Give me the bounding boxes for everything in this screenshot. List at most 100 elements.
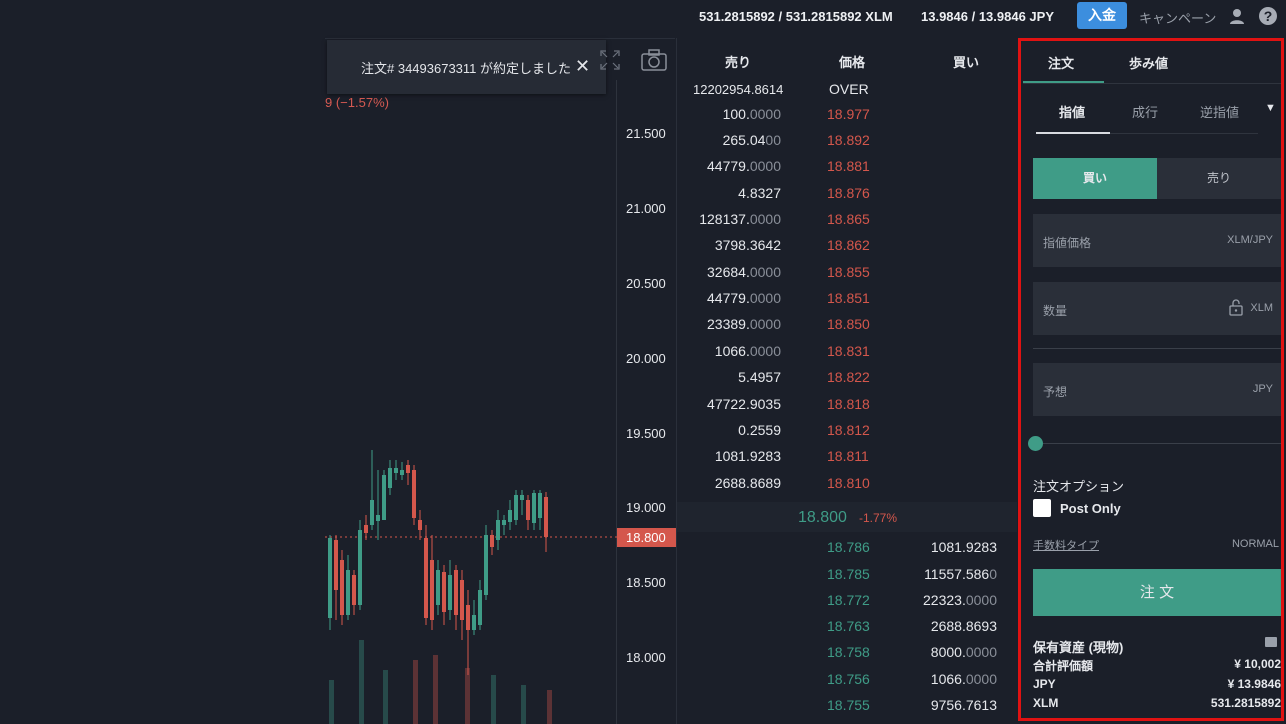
subtab-market[interactable]: 成行	[1132, 105, 1159, 120]
bid-price: 18.758	[827, 644, 870, 660]
ask-row[interactable]: 265.0400 18.892	[677, 132, 1017, 158]
ask-price: 18.818	[827, 396, 870, 412]
ask-amount: 3798.3642	[714, 237, 781, 253]
ask-amount: 2688.8689	[714, 475, 781, 491]
ask-amount: 32684.0000	[707, 264, 781, 280]
ask-row[interactable]: 2688.8689 18.810	[677, 475, 1017, 501]
ask-row[interactable]: 44779.0000 18.881	[677, 158, 1017, 184]
last-price: 18.800	[798, 509, 847, 526]
ask-row[interactable]: 47722.9035 18.818	[677, 396, 1017, 422]
bid-amount: 9756.7613	[930, 697, 997, 713]
quantity-placeholder: 数量	[1043, 304, 1068, 318]
limit-price-unit: XLM/JPY	[1227, 234, 1273, 246]
bid-price: 18.763	[827, 618, 870, 634]
ask-amount: 23389.0000	[707, 316, 781, 332]
ask-price: 18.865	[827, 211, 870, 227]
last-price-change: -1.77%	[859, 511, 898, 525]
tab-order[interactable]: 注文	[1048, 56, 1075, 71]
asset-label: 合計評価額	[1033, 659, 1094, 673]
ask-amount: 128137.0000	[699, 211, 781, 227]
subtab-stop[interactable]: 逆指値	[1200, 105, 1240, 120]
ask-row[interactable]: 128137.0000 18.865	[677, 211, 1017, 237]
post-only-checkbox[interactable]	[1033, 499, 1051, 517]
tab-trade-history[interactable]: 歩み値	[1129, 56, 1169, 71]
orderbook-header-price: 価格	[839, 55, 866, 70]
chart-left-area	[0, 32, 325, 724]
close-icon[interactable]: ✕	[575, 56, 591, 76]
chevron-down-icon[interactable]: ▼	[1265, 102, 1276, 114]
buy-toggle-button[interactable]: 買い	[1033, 158, 1157, 199]
subtab-divider	[1036, 133, 1258, 134]
active-tab-indicator	[1023, 81, 1104, 83]
ask-row[interactable]: 5.4957 18.822	[677, 369, 1017, 395]
sell-toggle-button[interactable]: 売り	[1157, 158, 1281, 199]
user-icon[interactable]	[1228, 7, 1246, 25]
ask-price: 18.831	[827, 343, 870, 359]
bid-row[interactable]: 18.786 1081.9283	[677, 539, 1017, 565]
deposit-button[interactable]: 入金	[1077, 2, 1127, 29]
asset-label: XLM	[1033, 696, 1059, 710]
subtab-limit[interactable]: 指値	[1059, 105, 1086, 120]
quantity-unit: XLM	[1250, 302, 1273, 314]
ask-row[interactable]: 0.2559 18.812	[677, 422, 1017, 448]
orderbook-header-sell: 売り	[725, 55, 752, 70]
estimate-unit: JPY	[1252, 383, 1273, 395]
tab-divider	[1023, 83, 1281, 84]
submit-order-button[interactable]: 注 文	[1033, 569, 1281, 616]
ask-row[interactable]: 100.0000 18.977	[677, 106, 1017, 132]
ask-row[interactable]: 23389.0000 18.850	[677, 316, 1017, 342]
ask-amount: 100.0000	[722, 106, 781, 122]
asset-value: ¥ 10,002	[1234, 657, 1281, 671]
candles	[328, 450, 548, 675]
over-amount: 12202954.8614	[693, 82, 784, 97]
ask-price: 18.876	[827, 185, 870, 201]
post-only-label[interactable]: Post Only	[1060, 501, 1121, 516]
bid-row[interactable]: 18.755 9756.7613	[677, 697, 1017, 723]
candlestick-chart[interactable]	[325, 440, 617, 724]
order-options-label: 注文オプション	[1033, 479, 1125, 494]
bid-row[interactable]: 18.772 22323.0000	[677, 592, 1017, 618]
lock-icon[interactable]	[1229, 299, 1243, 316]
ask-row[interactable]: 3798.3642 18.862	[677, 237, 1017, 263]
ask-row[interactable]: 4.8327 18.876	[677, 185, 1017, 211]
bid-price: 18.756	[827, 671, 870, 687]
amount-slider[interactable]	[1033, 443, 1281, 444]
ask-price: 18.862	[827, 237, 870, 253]
axis-tick: 21.500	[626, 126, 666, 141]
chart-border	[325, 38, 675, 39]
ask-row[interactable]: 32684.0000 18.855	[677, 264, 1017, 290]
help-icon[interactable]: ?	[1259, 7, 1277, 25]
ask-price: 18.850	[827, 316, 870, 332]
bid-row[interactable]: 18.785 11557.5860	[677, 566, 1017, 592]
asset-value: ¥ 13.9846	[1227, 677, 1281, 691]
bid-row[interactable]: 18.763 2688.8693	[677, 618, 1017, 644]
xlm-balance: 531.2815892 / 531.2815892 XLM	[699, 9, 893, 24]
bid-amount: 1081.9283	[930, 539, 997, 555]
ask-price: 18.812	[827, 422, 870, 438]
current-price-tag: 18.800	[617, 528, 676, 547]
slider-handle[interactable]	[1028, 436, 1043, 451]
ask-row[interactable]: 1066.0000 18.831	[677, 343, 1017, 369]
quantity-input[interactable]: 数量 XLM	[1033, 282, 1281, 335]
price-axis-line	[616, 80, 617, 724]
campaign-link[interactable]: キャンペーン	[1139, 11, 1217, 26]
camera-icon[interactable]	[641, 49, 667, 71]
expand-icon[interactable]	[600, 50, 620, 70]
ask-amount: 44779.0000	[707, 158, 781, 174]
wallet-icon[interactable]	[1265, 637, 1277, 647]
bid-row[interactable]: 18.758 8000.0000	[677, 644, 1017, 670]
bid-amount: 2688.8693	[930, 618, 997, 634]
ask-price: 18.855	[827, 264, 870, 280]
ask-price: 18.811	[827, 448, 869, 464]
ask-price: 18.810	[827, 475, 870, 491]
ask-row[interactable]: 44779.0000 18.851	[677, 290, 1017, 316]
jpy-balance: 13.9846 / 13.9846 JPY	[921, 9, 1055, 24]
axis-tick: 20.000	[626, 351, 666, 366]
limit-price-input[interactable]: 指値価格 XLM/JPY	[1033, 214, 1281, 267]
limit-price-placeholder: 指値価格	[1043, 236, 1092, 250]
asset-row: XLM 531.2815892	[1033, 696, 1281, 710]
fee-type-link[interactable]: 手数料タイプ	[1033, 540, 1099, 552]
bid-row[interactable]: 18.756 1066.0000	[677, 671, 1017, 697]
ask-row[interactable]: 1081.9283 18.811	[677, 448, 1017, 474]
order-panel: 注文 歩み値 指値 成行 逆指値 ▼ 買い 売り 指値価格 XLM/JPY 数量…	[1018, 38, 1284, 721]
